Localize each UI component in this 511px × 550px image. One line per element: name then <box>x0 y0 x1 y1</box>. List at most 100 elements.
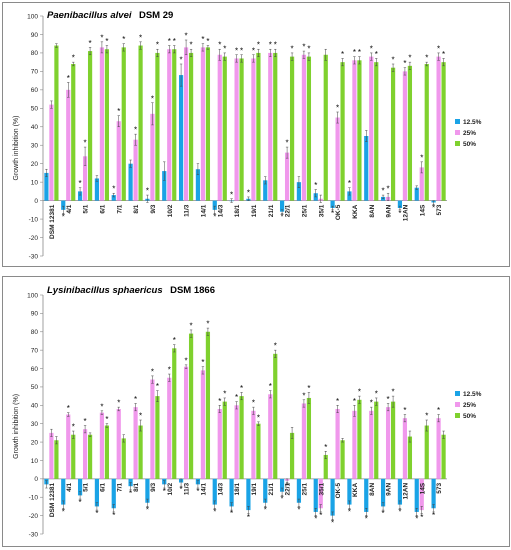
significance-star: * <box>201 35 204 44</box>
significance-star: * <box>213 213 216 222</box>
bar-25pct <box>436 56 441 201</box>
significance-star: * <box>274 41 277 50</box>
x-tick-label: 12AN <box>402 483 409 500</box>
bar-12-5pct <box>145 478 150 503</box>
significance-star: * <box>425 54 428 63</box>
bar-25pct <box>150 113 155 201</box>
bar-50pct <box>390 401 396 479</box>
significance-star: * <box>331 518 334 527</box>
significance-star: * <box>365 515 368 524</box>
significance-star: * <box>72 54 75 63</box>
significance-star: * <box>84 417 87 426</box>
y-tick-label: -30 <box>29 531 39 538</box>
legend-label: 25% <box>463 402 476 409</box>
bar-25pct <box>234 405 239 479</box>
bar-25pct <box>49 432 54 479</box>
bar-12-5pct <box>61 200 66 210</box>
x-tick-label: 35/1 <box>318 204 325 217</box>
bar-50pct <box>71 64 76 201</box>
bar-50pct <box>289 56 295 201</box>
significance-star: * <box>134 395 137 404</box>
bar-25pct <box>150 379 155 479</box>
x-tick-label: 25/1 <box>301 204 308 217</box>
significance-star: * <box>185 356 188 365</box>
bar-50pct <box>357 60 362 201</box>
bar-50pct <box>54 45 59 201</box>
legend-label: 12.5% <box>463 119 482 126</box>
bar-25pct <box>402 418 408 479</box>
x-tick-label: 10/2 <box>167 204 174 217</box>
significance-star: * <box>122 35 125 44</box>
legend-swatch <box>455 130 460 135</box>
bar-50pct <box>121 438 126 479</box>
bar-50pct <box>374 62 379 201</box>
chart-title-species: Paenibacillus alvei <box>47 10 132 21</box>
bar-12-5pct <box>364 136 369 201</box>
significance-star: * <box>89 39 92 48</box>
x-tick-label: 4/1 <box>66 204 73 213</box>
x-tick-label: 11/3 <box>184 204 191 217</box>
x-tick-label: KKA <box>352 483 359 497</box>
legend-label: 50% <box>463 141 476 148</box>
significance-star: * <box>105 37 108 46</box>
x-tick-label: 11/3 <box>184 482 191 495</box>
y-tick-label: 20 <box>31 161 39 168</box>
bar-50pct <box>306 397 312 479</box>
significance-star: * <box>269 382 272 391</box>
legend-swatch <box>455 119 460 124</box>
significance-star: * <box>79 179 82 188</box>
significance-star: * <box>163 487 166 496</box>
significance-star: * <box>185 32 188 41</box>
significance-star: * <box>375 50 378 59</box>
x-tick-label: 14S <box>419 482 426 494</box>
significance-star: * <box>67 404 70 413</box>
bar-25pct <box>167 49 172 201</box>
bar-12-5pct <box>44 172 49 201</box>
significance-star: * <box>201 358 204 367</box>
significance-star: * <box>370 44 373 53</box>
significance-star: * <box>168 366 171 375</box>
bar-50pct <box>121 47 126 201</box>
bar-50pct <box>289 432 295 479</box>
x-tick-label: 9AN <box>386 204 393 217</box>
bar-50pct <box>374 401 379 479</box>
significance-star: * <box>218 41 221 50</box>
significance-star: * <box>223 44 226 53</box>
significance-star: * <box>252 399 255 408</box>
bar-12-5pct <box>380 478 386 507</box>
significance-star: * <box>269 41 272 50</box>
bar-50pct <box>407 436 413 479</box>
bar-12-5pct <box>347 191 352 201</box>
significance-star: * <box>307 44 310 53</box>
bar-12-5pct <box>229 478 234 507</box>
significance-star: * <box>62 507 65 516</box>
significance-star: * <box>67 74 70 83</box>
bar-50pct <box>205 331 211 479</box>
bar-25pct <box>335 117 340 201</box>
x-tick-label: 12AN <box>402 204 409 221</box>
bar-12-5pct <box>61 478 66 505</box>
x-tick-label: 21/1 <box>268 204 275 217</box>
bar-12-5pct <box>431 478 436 509</box>
bar-50pct <box>424 425 429 479</box>
x-tick-label: 8/1 <box>133 204 140 213</box>
x-tick-label: 9/3 <box>150 482 157 491</box>
bar-25pct <box>167 377 172 479</box>
bar-50pct <box>222 401 227 479</box>
bar-12-5pct <box>246 478 251 511</box>
bar-12-5pct <box>111 195 116 201</box>
significance-star: * <box>420 153 423 162</box>
bar-50pct <box>172 49 177 201</box>
bar-25pct <box>436 418 441 479</box>
bar-12-5pct <box>263 180 268 201</box>
significance-star: * <box>213 507 216 516</box>
significance-star: * <box>190 321 193 330</box>
significance-star: * <box>341 50 344 59</box>
x-tick-label: 573 <box>436 482 443 493</box>
significance-star: * <box>79 498 82 507</box>
significance-star: * <box>257 413 260 422</box>
bar-50pct <box>273 52 278 201</box>
significance-star: * <box>302 43 305 52</box>
bar-50pct <box>155 52 160 201</box>
significance-star: * <box>274 342 277 351</box>
